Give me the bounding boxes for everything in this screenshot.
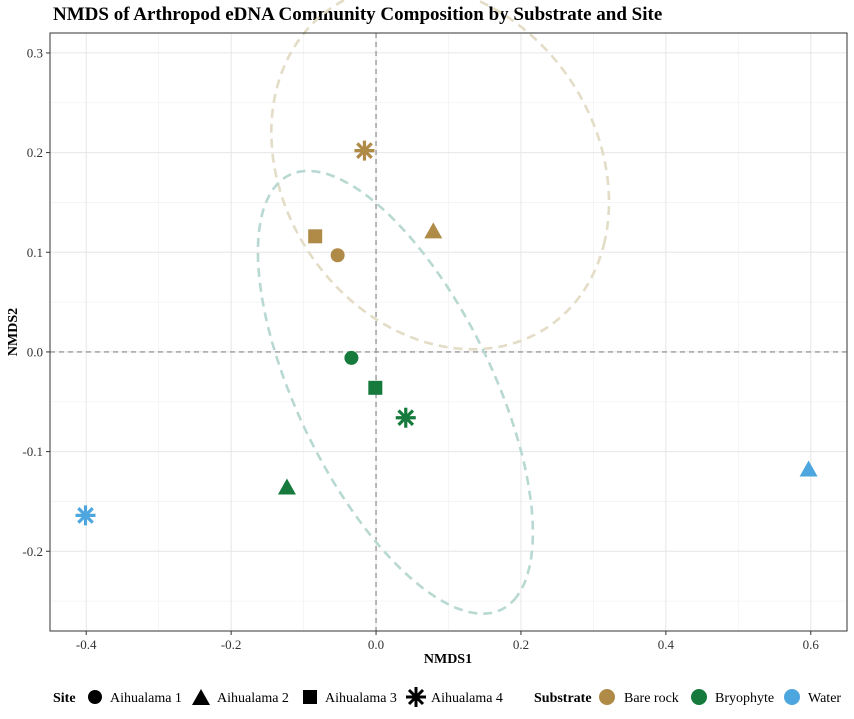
x-axis-title: NMDS1	[424, 652, 472, 667]
x-tick-label: 0.0	[368, 637, 384, 652]
ellipse-bare-rock	[269, 0, 611, 351]
legend-label-site-2: Aihualama 2	[217, 691, 289, 706]
bare-rock-swatch-icon	[599, 689, 615, 705]
legend-item-bare-rock: Bare rock	[599, 689, 679, 706]
legend-label-site-4: Aihualama 4	[431, 691, 503, 706]
ellipse-bryophyte	[256, 169, 535, 615]
bryophyte-swatch-icon	[691, 689, 707, 705]
point-bryophyte-aihualama-4	[395, 407, 416, 428]
x-tick-label: 0.2	[513, 637, 529, 652]
legend-item-bryophyte: Bryophyte	[691, 689, 774, 706]
point-bare-rock-aihualama-1	[330, 248, 345, 263]
x-tick-label: 0.4	[658, 637, 675, 652]
legend-label-water: Water	[808, 691, 841, 706]
point-bryophyte-aihualama-1	[344, 350, 359, 365]
square-shape-icon	[303, 690, 317, 704]
point-bare-rock-aihualama-2	[424, 222, 443, 239]
reference-lines	[50, 33, 847, 631]
legend: Site Aihualama 1 Aihualama 2 Aihualama 3…	[53, 687, 841, 707]
point-water-aihualama-4	[75, 505, 96, 526]
triangle-shape-icon	[192, 689, 210, 705]
y-tick-label: -0.1	[22, 444, 43, 459]
y-tick-label: 0.0	[27, 344, 43, 359]
y-axis: -0.2 -0.1 0.0 0.1 0.2 0.3	[22, 45, 50, 559]
legend-label-bryophyte: Bryophyte	[715, 691, 774, 706]
point-bryophyte-aihualama-2	[277, 478, 296, 495]
y-tick-label: 0.3	[27, 45, 43, 60]
x-tick-label: -0.2	[221, 637, 242, 652]
confidence-ellipses	[256, 0, 611, 615]
legend-item-site-3: Aihualama 3	[303, 690, 397, 706]
chart-title: NMDS of Arthropod eDNA Community Composi…	[53, 4, 662, 25]
x-tick-label: 0.6	[803, 637, 820, 652]
x-tick-label: -0.4	[76, 637, 97, 652]
grid-minor	[50, 33, 847, 631]
plot-border	[49, 32, 848, 632]
substrate-legend-title: Substrate	[534, 691, 592, 706]
circle-shape-icon	[88, 690, 102, 704]
asterisk-shape-icon	[406, 687, 426, 707]
legend-item-site-1: Aihualama 1	[88, 690, 182, 706]
legend-item-site-2: Aihualama 2	[192, 689, 289, 706]
point-bryophyte-aihualama-3	[368, 380, 383, 395]
data-points	[75, 140, 818, 526]
plot-area	[49, 0, 848, 632]
legend-label-site-3: Aihualama 3	[325, 691, 397, 706]
legend-label-bare-rock: Bare rock	[624, 691, 679, 706]
point-water-aihualama-2	[799, 460, 818, 477]
legend-item-site-4	[406, 687, 426, 707]
legend-item-water: Water	[784, 689, 841, 706]
y-tick-label: -0.2	[22, 544, 43, 559]
point-bare-rock-aihualama-3	[308, 229, 323, 244]
point-bare-rock-aihualama-4	[354, 140, 375, 161]
x-axis: -0.4 -0.2 0.0 0.2 0.4 0.6	[76, 631, 819, 652]
legend-label-site-1: Aihualama 1	[110, 691, 182, 706]
y-tick-label: 0.2	[27, 145, 43, 160]
site-legend-title: Site	[53, 691, 76, 706]
y-tick-label: 0.1	[27, 245, 43, 260]
y-axis-title: NMDS2	[6, 308, 21, 356]
water-swatch-icon	[784, 689, 800, 705]
